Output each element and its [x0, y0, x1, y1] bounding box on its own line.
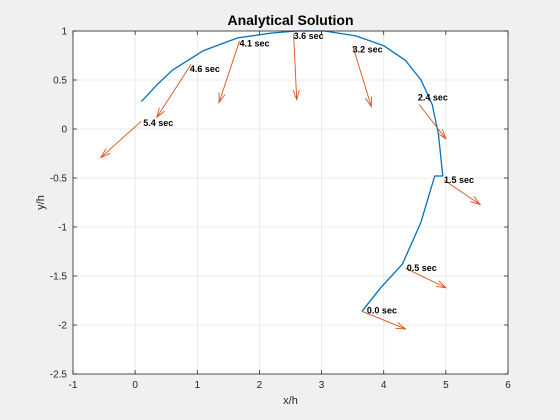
y-tick-label: 0 — [61, 125, 67, 136]
velocity-arrow — [443, 179, 482, 206]
x-tick-label: 0 — [132, 380, 138, 391]
arrow-head — [470, 196, 482, 206]
arrow-shaft — [352, 45, 372, 107]
x-tick-label: -1 — [69, 380, 78, 391]
trajectory-line — [140, 30, 444, 312]
x-tick-label: 3 — [319, 380, 325, 391]
x-tick-label: 4 — [381, 380, 387, 391]
arrow-shaft — [443, 179, 481, 205]
axes-background — [73, 31, 508, 374]
arrow-head — [395, 322, 407, 330]
time-annotation: 5.4 sec — [143, 118, 173, 128]
arrow-head — [365, 96, 372, 108]
y-tick-label: -1.5 — [50, 272, 68, 283]
velocity-arrow — [218, 40, 240, 104]
arrow-head — [292, 89, 300, 102]
y-tick-label: -2.5 — [50, 370, 68, 381]
x-tick-label: 2 — [257, 380, 263, 391]
velocity-arrow — [418, 104, 447, 140]
chart-title: Analytical Solution — [227, 12, 353, 28]
arrow-head — [437, 129, 447, 140]
arrow-shaft — [293, 33, 298, 100]
time-annotation: 4.6 sec — [190, 64, 220, 74]
arrow-shaft — [156, 64, 192, 118]
trajectory-series — [140, 30, 444, 312]
arrow-head — [99, 148, 111, 159]
velocity-arrow — [156, 64, 192, 119]
time-annotations: 0.0 sec 0.5 sec 1.5 sec 2.4 sec 3.2 sec 3.6 s… — [143, 31, 474, 315]
arrow-head — [218, 92, 226, 104]
y-axis-ticks: -2.5 -2 -1.5 -1 -0.5 0 0.5 1 — [50, 27, 508, 381]
time-annotation: 1.5 sec — [444, 175, 474, 185]
y-axis-label: y/h — [35, 195, 47, 210]
time-annotation: 4.1 sec — [240, 39, 270, 49]
velocity-arrow — [99, 120, 142, 159]
time-annotation: 0.5 sec — [407, 263, 437, 273]
arrow-head — [435, 280, 448, 289]
time-annotation: 3.6 sec — [294, 31, 324, 41]
x-axis-ticks: -1 0 1 2 3 4 5 6 — [69, 31, 511, 391]
velocity-vectors — [99, 33, 482, 330]
arrow-shaft — [361, 310, 406, 330]
velocity-arrow — [352, 45, 372, 108]
axes-box — [72, 30, 509, 375]
time-annotation: 2.4 sec — [418, 93, 448, 103]
y-tick-label: 0.5 — [53, 76, 67, 87]
y-tick-label: -1 — [58, 223, 67, 234]
grid — [72, 30, 509, 375]
arrow-head — [156, 107, 165, 119]
time-annotation: 0.0 sec — [367, 305, 397, 315]
arrow-shaft — [418, 104, 447, 140]
arrow-shaft — [405, 267, 447, 289]
velocity-arrow — [292, 33, 300, 102]
velocity-arrow — [405, 267, 448, 289]
x-tick-label: 5 — [443, 380, 449, 391]
arrow-shaft — [100, 120, 142, 158]
y-tick-label: -0.5 — [50, 174, 68, 185]
arrow-shaft — [218, 40, 240, 103]
velocity-arrow — [361, 310, 407, 330]
x-tick-label: 6 — [505, 380, 511, 391]
y-tick-label: 1 — [61, 27, 67, 38]
y-tick-label: -2 — [58, 321, 67, 332]
x-tick-label: 1 — [195, 380, 201, 391]
x-axis-label: x/h — [283, 395, 298, 407]
time-annotation: 3.2 sec — [353, 45, 383, 55]
